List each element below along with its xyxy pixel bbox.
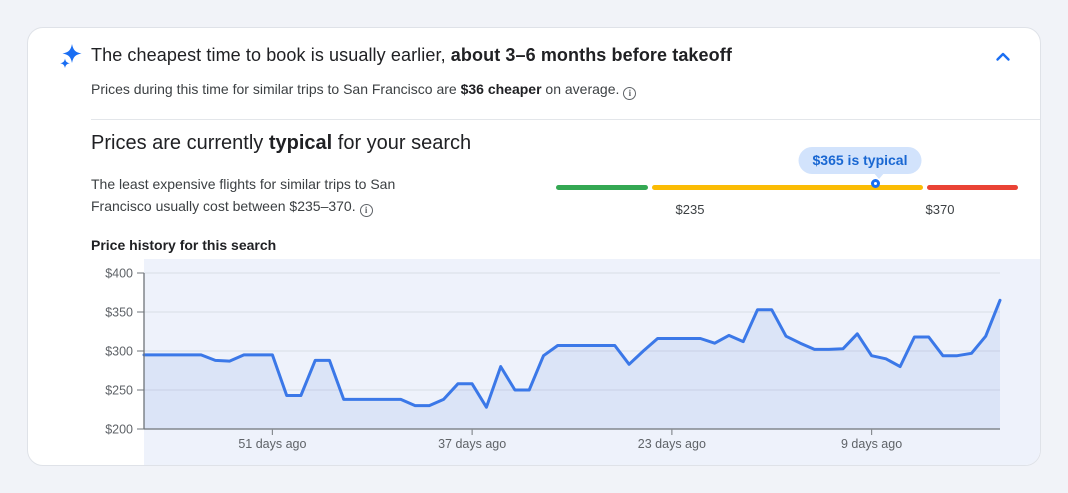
heading-bold: typical	[268, 132, 333, 154]
slider-segment-high	[927, 185, 1018, 190]
heading-prefix: Prices are currently	[91, 132, 269, 154]
header-title-regular: The cheapest time to book is usually ear…	[91, 45, 451, 65]
price-level-heading: Prices are currently typical for your se…	[91, 132, 471, 155]
chevron-up-icon	[996, 52, 1010, 61]
svg-text:$200: $200	[105, 423, 133, 437]
svg-text:$250: $250	[105, 384, 133, 398]
svg-text:37 days ago: 37 days ago	[438, 437, 506, 451]
price-range-description: The least expensive flights for similar …	[91, 173, 395, 217]
heading-suffix: for your search	[332, 132, 472, 154]
svg-text:$350: $350	[105, 306, 133, 320]
chart-title: Price history for this search	[91, 237, 277, 253]
svg-text:23 days ago: 23 days ago	[638, 437, 706, 451]
range-high-label: $370	[925, 202, 955, 217]
price-tooltip: $365 is typical	[798, 147, 922, 174]
range-low-label: $235	[675, 202, 705, 217]
header-title-bold: about 3–6 months before takeoff	[450, 45, 732, 65]
description-line-1: The least expensive flights for similar …	[91, 176, 396, 192]
subtitle-suffix: on average.	[541, 81, 620, 97]
price-insights-card: The cheapest time to book is usually ear…	[27, 27, 1041, 466]
price-tooltip-pointer	[873, 172, 885, 179]
slider-segment-low	[556, 185, 648, 190]
info-icon[interactable]: i	[623, 86, 637, 100]
subtitle-prefix: Prices during this time for similar trip…	[91, 81, 461, 97]
svg-text:$300: $300	[105, 345, 133, 359]
info-icon[interactable]: i	[359, 203, 373, 217]
section-divider	[91, 119, 1040, 120]
svg-text:$400: $400	[105, 267, 133, 281]
header-title: The cheapest time to book is usually ear…	[91, 45, 732, 66]
header-subtitle: Prices during this time for similar trip…	[91, 81, 637, 100]
slider-knob	[871, 179, 880, 188]
svg-text:51 days ago: 51 days ago	[238, 437, 306, 451]
svg-text:9 days ago: 9 days ago	[841, 437, 902, 451]
description-line-2: Francisco usually cost between $235–370.	[91, 198, 356, 214]
price-history-chart: $400 $350 $300 $250 $200 51 days ago 37 days a…	[105, 259, 1040, 465]
subtitle-bold: $36 cheaper	[460, 81, 542, 97]
collapse-button[interactable]	[988, 42, 1018, 72]
sparkle-icon	[60, 44, 82, 69]
price-level-slider: $365 is typical $235 $370	[556, 143, 1018, 223]
slider-segment-typical	[652, 185, 923, 190]
